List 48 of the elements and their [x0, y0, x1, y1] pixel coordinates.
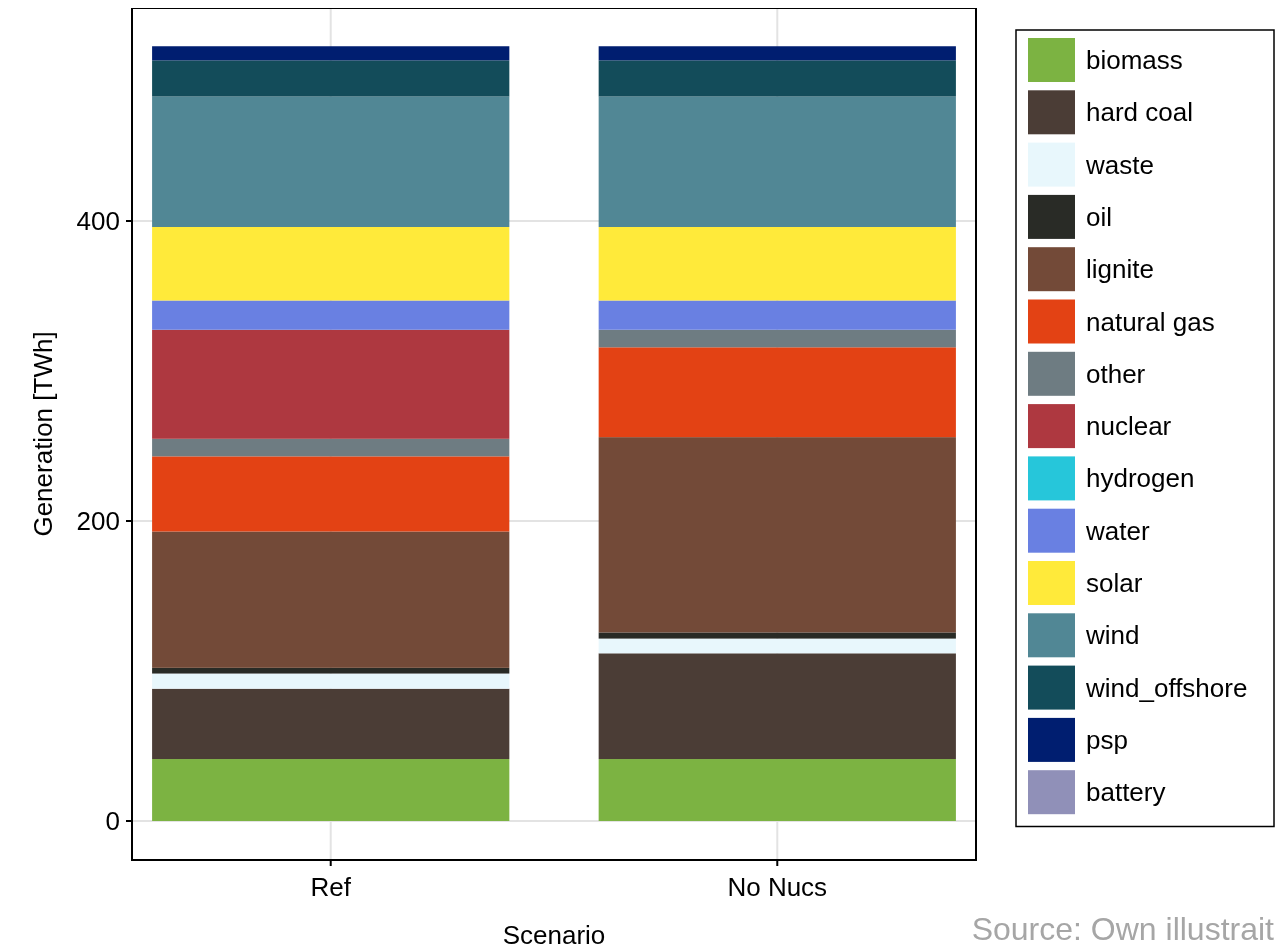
bar — [598, 437, 956, 633]
legend-label: oil — [1086, 201, 1113, 232]
legend-label: wind — [1085, 620, 1140, 651]
legend-label: solar — [1086, 568, 1143, 598]
bar — [598, 632, 956, 639]
legend-label: nuclear — [1086, 411, 1172, 442]
legend-label: biomass — [1086, 45, 1183, 75]
bar — [598, 347, 956, 438]
legend-label: hydrogen — [1086, 463, 1195, 494]
legend-label: psp — [1086, 724, 1128, 755]
bar — [598, 300, 956, 330]
bar — [152, 531, 510, 668]
legend-label: natural gas — [1086, 306, 1215, 337]
bar — [152, 688, 510, 760]
x-tick-label: No Nucs — [727, 872, 828, 902]
legend-label: wind_offshore — [1085, 672, 1248, 703]
bar — [598, 638, 956, 654]
bar — [598, 329, 956, 348]
bar — [152, 759, 510, 821]
source-note: Source: Own illustrait — [971, 911, 1275, 947]
bar — [152, 438, 510, 457]
bar — [152, 46, 510, 61]
bar — [152, 329, 510, 439]
x-axis-title: Scenario — [502, 920, 606, 949]
y-axis-title: Generation [TWh] — [28, 331, 58, 537]
x-tick-label: Ref — [310, 872, 352, 902]
y-tick-label: 400 — [76, 206, 120, 236]
legend-label: other — [1086, 358, 1146, 389]
bar — [152, 667, 510, 674]
bar — [598, 227, 956, 301]
bar — [598, 46, 956, 61]
legend-label: hard coal — [1086, 97, 1193, 128]
y-tick-label: 200 — [76, 506, 120, 536]
y-tick-label: 0 — [105, 806, 120, 836]
bar — [152, 60, 510, 97]
bar — [152, 456, 510, 532]
bar — [598, 653, 956, 760]
legend-label: battery — [1086, 777, 1166, 808]
bar — [598, 96, 956, 227]
legend-label: lignite — [1086, 254, 1154, 285]
legend-label: water — [1085, 515, 1150, 546]
bar — [152, 673, 510, 689]
bar — [598, 60, 956, 97]
bar — [152, 96, 510, 227]
legend-label: waste — [1085, 149, 1154, 180]
bar — [598, 759, 956, 821]
bar — [152, 300, 510, 330]
bar — [152, 227, 510, 301]
